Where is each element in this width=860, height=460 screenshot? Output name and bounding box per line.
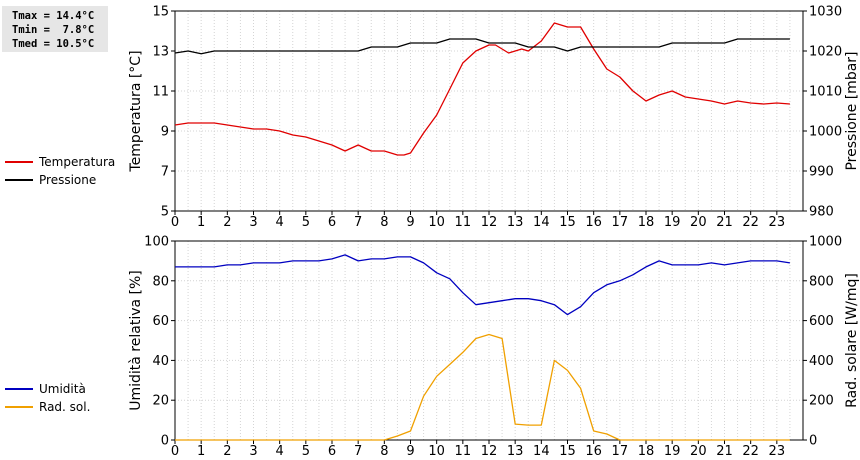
panel1-series-temperatura <box>174 22 790 156</box>
panel2-xtick-label: 0 <box>171 444 179 459</box>
panel2-xtick-label: 12 <box>481 444 498 459</box>
panel1-ytick-right-label: 1020 <box>809 45 842 60</box>
stat-tmed: Tmed = 10.5°C <box>12 38 95 50</box>
panel2-ytick-left-label: 20 <box>152 394 169 409</box>
panel2-xtick-label: 7 <box>354 444 362 459</box>
panel1-xtick-label: 8 <box>380 215 388 230</box>
panel2-xtick-label: 14 <box>533 444 550 459</box>
panel1-xtick-label: 4 <box>276 215 284 230</box>
panel1-ytick-left-label: 15 <box>152 5 169 20</box>
panel2-ytick-right-label: 1000 <box>809 235 842 250</box>
panel1-ylabel-right: Pressione [mbar] <box>844 51 860 170</box>
panel1-xtick-label: 6 <box>328 215 336 230</box>
panel2-xtick-label: 6 <box>328 444 336 459</box>
panel1-xtick-label: 9 <box>406 215 414 230</box>
panel1-ylabel-left: Temperatura [°C] <box>128 50 144 172</box>
panel2-ylabel-right: Rad. solare [W/mq] <box>844 273 860 408</box>
panel2-xtick-label: 21 <box>716 444 733 459</box>
panel1-xtick-label: 7 <box>354 215 362 230</box>
panel1-ytick-right-label: 1000 <box>809 125 842 140</box>
panel2-xtick-label: 1 <box>197 444 205 459</box>
panel2-ytick-left-label: 80 <box>152 274 169 289</box>
panel1-ytick-right-label: 990 <box>809 165 834 180</box>
panel1-series-pressione <box>174 38 790 55</box>
panel1-xtick-label: 12 <box>481 215 498 230</box>
panel1-xtick-label: 21 <box>716 215 733 230</box>
panel2-xtick-label: 3 <box>249 444 257 459</box>
panel2-legend-label: Umidità <box>39 382 86 396</box>
panel1-ytick-right-label: 980 <box>809 205 834 220</box>
panel2-xtick-label: 2 <box>223 444 231 459</box>
panel1-legend-label: Temperatura <box>38 155 115 169</box>
stats-box: Tmax = 14.4°C Tmin = 7.8°C Tmed = 10.5°C <box>2 6 108 52</box>
panel1-ytick-left-label: 9 <box>161 125 169 140</box>
panel2-xtick-label: 20 <box>690 444 707 459</box>
panel2-xtick-label: 17 <box>612 444 629 459</box>
panel1-xtick-label: 18 <box>638 215 655 230</box>
panel1-ytick-left-label: 7 <box>161 165 169 180</box>
panel2-series-umidit- <box>175 254 790 316</box>
panel2-xtick-label: 18 <box>638 444 655 459</box>
panel2-ytick-right-label: 800 <box>809 274 834 289</box>
panel2-ytick-right-label: 200 <box>809 394 834 409</box>
panel2-ylabel-left: Umidità relativa [%] <box>128 270 144 411</box>
panel2-series-rad-sol- <box>175 333 790 441</box>
panel1-xtick-label: 22 <box>742 215 759 230</box>
panel2-xtick-label: 22 <box>742 444 759 459</box>
panel2-legend-label: Rad. sol. <box>39 400 90 414</box>
stat-tmax: Tmax = 14.4°C <box>12 10 95 22</box>
panel1-xtick-label: 10 <box>428 215 445 230</box>
panel2-ytick-left-label: 40 <box>152 354 169 369</box>
panel2-ytick-left-label: 0 <box>161 434 169 449</box>
panel2-ytick-right-label: 0 <box>809 434 817 449</box>
panel1-xtick-label: 14 <box>533 215 550 230</box>
panel1-xtick-label: 1 <box>197 215 205 230</box>
panel1-legend-label: Pressione <box>39 173 96 187</box>
panel1-xtick-label: 11 <box>455 215 472 230</box>
panel1-xtick-label: 23 <box>769 215 786 230</box>
panel1-xtick-label: 0 <box>171 215 179 230</box>
panel1-ytick-left-label: 13 <box>152 45 169 60</box>
panel2-xtick-label: 10 <box>428 444 445 459</box>
panel2-xtick-label: 13 <box>507 444 524 459</box>
panel2-ytick-right-label: 600 <box>809 314 834 329</box>
panel1-xtick-label: 16 <box>585 215 602 230</box>
panel2-xtick-label: 5 <box>302 444 310 459</box>
panel2-xtick-label: 9 <box>406 444 414 459</box>
stat-tmin: Tmin = 7.8°C <box>12 24 95 36</box>
panel1-xtick-label: 19 <box>664 215 681 230</box>
panel2-xtick-label: 11 <box>455 444 472 459</box>
panel1-xtick-label: 2 <box>223 215 231 230</box>
panel1-xtick-label: 3 <box>249 215 257 230</box>
panel1-ytick-left-label: 11 <box>152 85 169 100</box>
panel1-xtick-label: 15 <box>559 215 576 230</box>
panel2-xtick-label: 8 <box>380 444 388 459</box>
panel1-ytick-right-label: 1010 <box>809 85 842 100</box>
panel2-xtick-label: 15 <box>559 444 576 459</box>
panel2-ytick-left-label: 60 <box>152 314 169 329</box>
panel1-xtick-label: 13 <box>507 215 524 230</box>
panel2-ytick-right-label: 400 <box>809 354 834 369</box>
panel2-xtick-label: 19 <box>664 444 681 459</box>
panel1-xtick-label: 5 <box>302 215 310 230</box>
panel1-xtick-label: 20 <box>690 215 707 230</box>
panel1-ytick-right-label: 1030 <box>809 5 842 20</box>
panel2-xtick-label: 16 <box>585 444 602 459</box>
panel1-ytick-left-label: 5 <box>161 205 169 220</box>
panel1-xtick-label: 17 <box>612 215 629 230</box>
panel2-xtick-label: 4 <box>276 444 284 459</box>
panel2-ytick-left-label: 100 <box>144 235 169 250</box>
panel2-xtick-label: 23 <box>769 444 786 459</box>
